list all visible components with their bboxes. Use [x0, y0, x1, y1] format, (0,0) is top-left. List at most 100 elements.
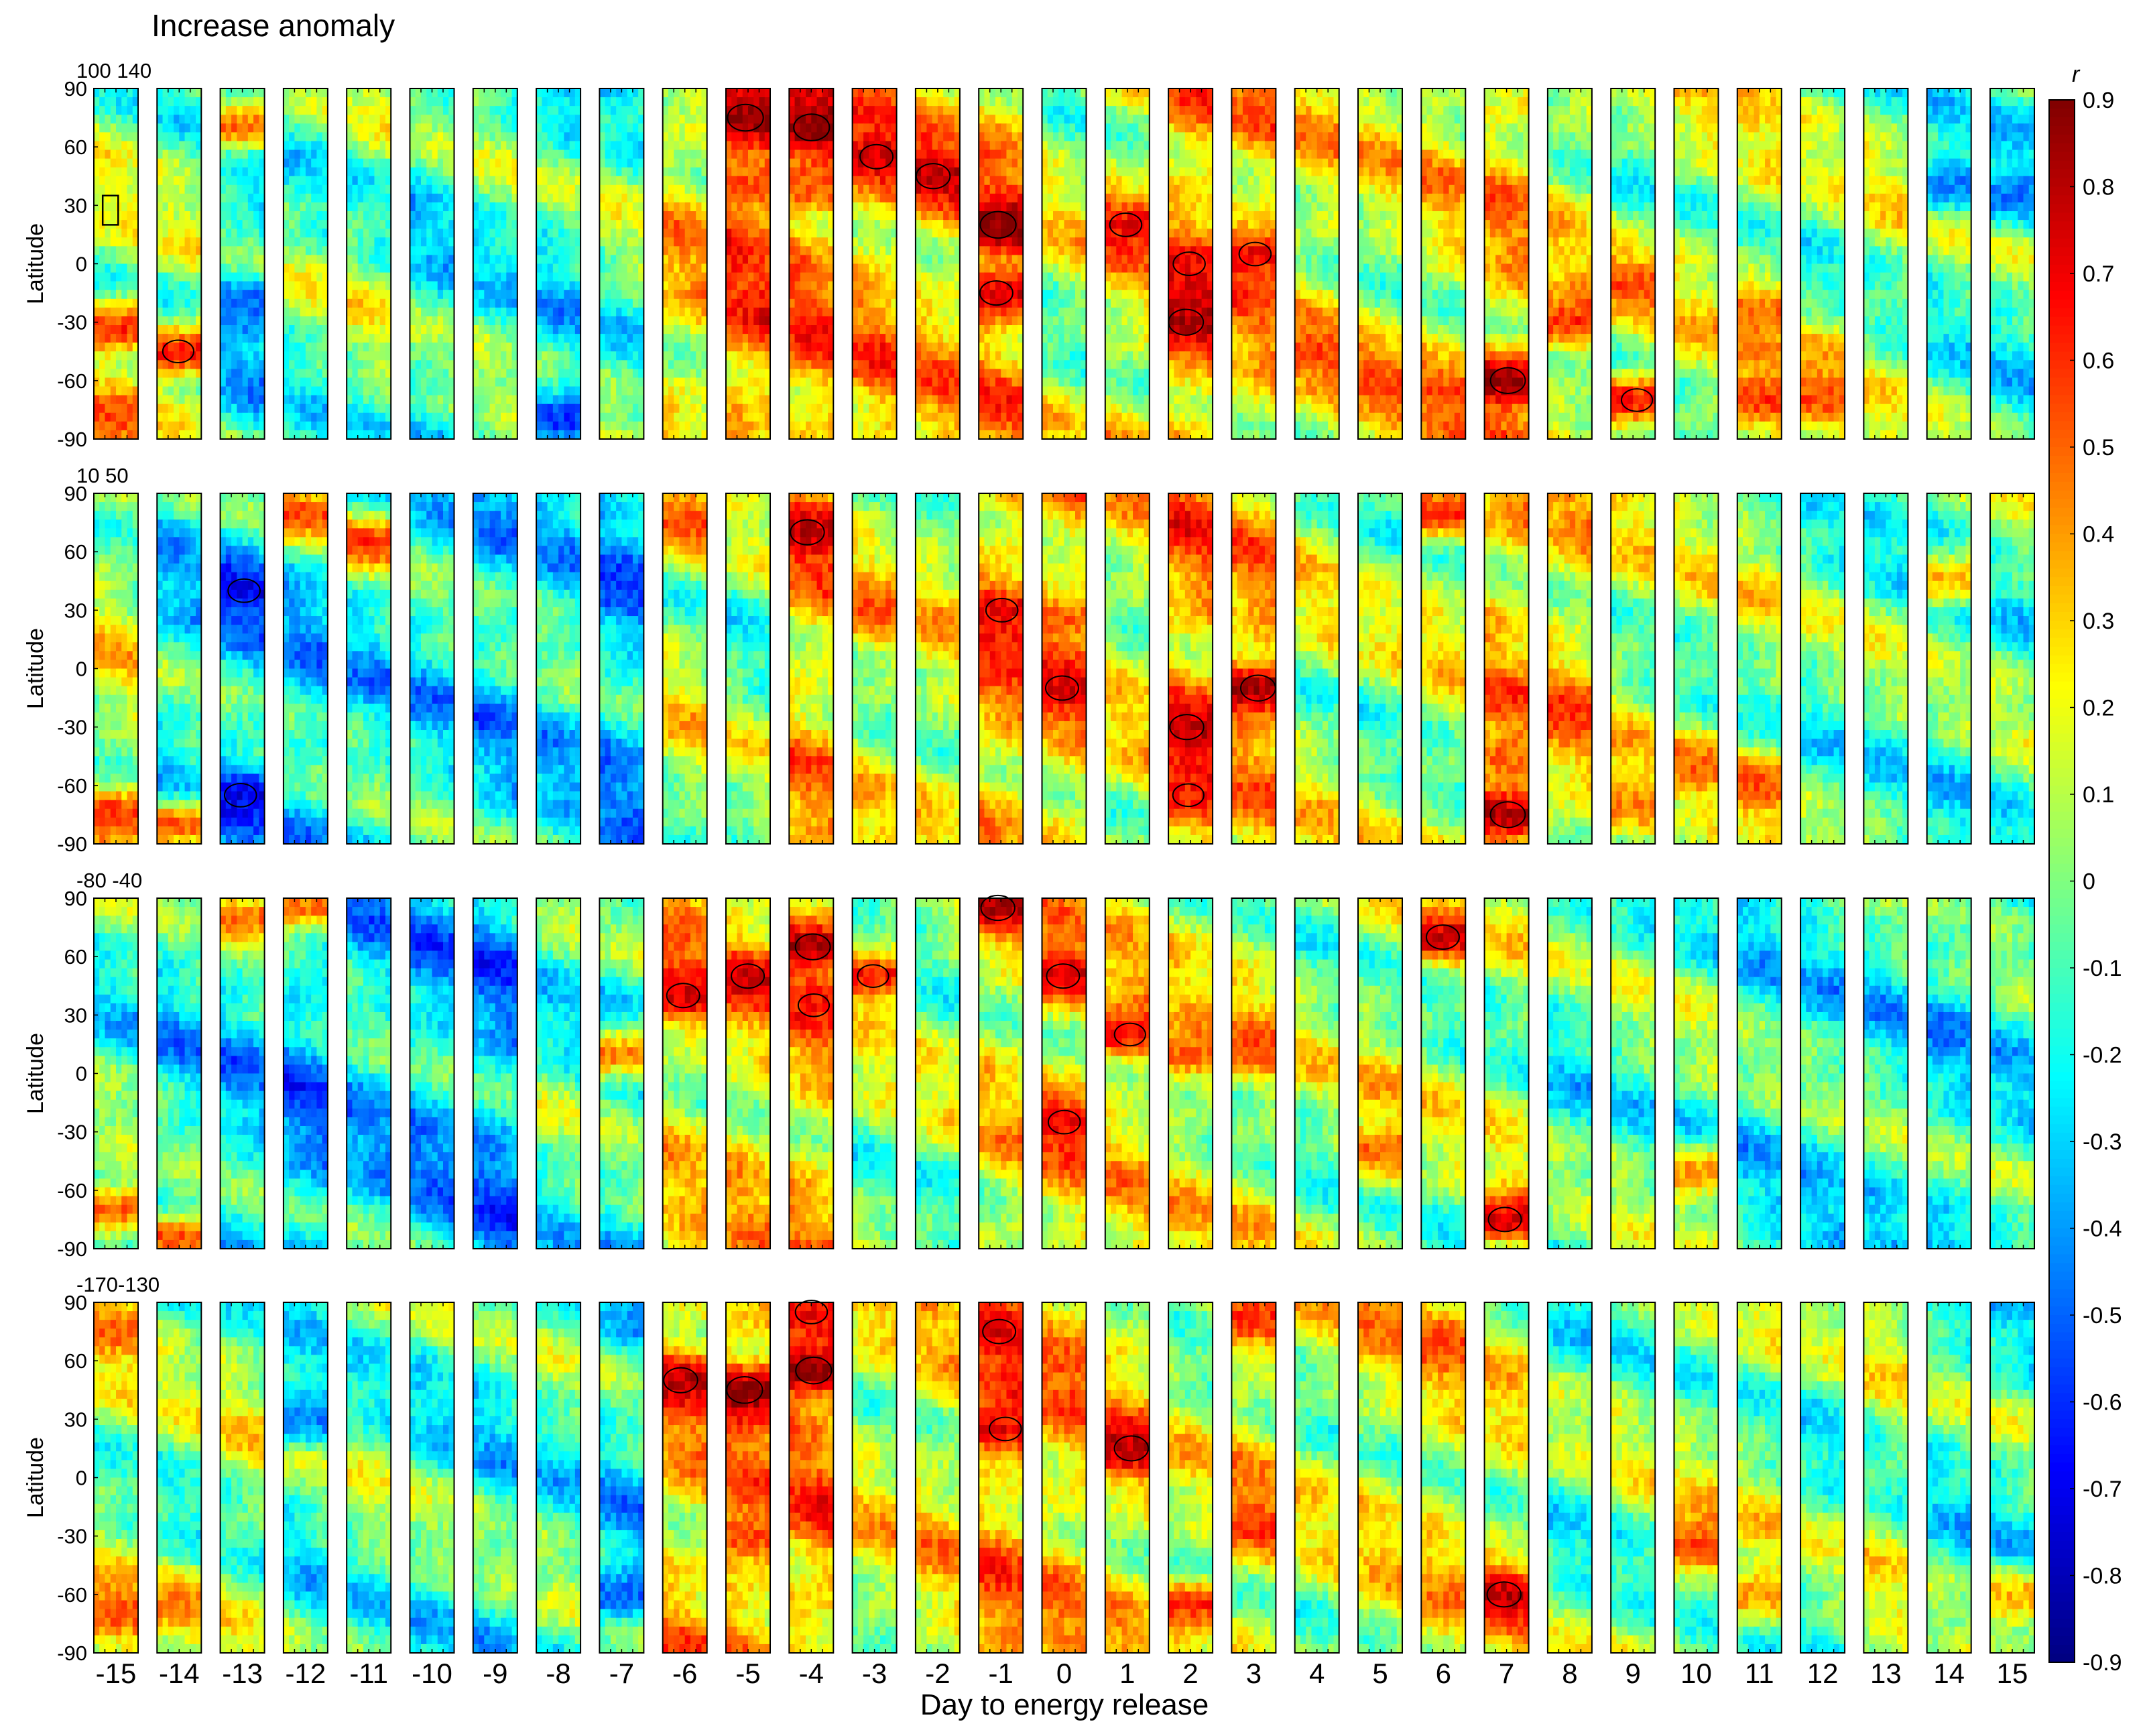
heatmap-cell [116, 377, 122, 387]
heatmap-cell [111, 132, 117, 141]
heatmap-cell [99, 97, 105, 107]
heatmap-cell [185, 115, 191, 124]
heatmap-cell [163, 290, 169, 300]
heatmap-cell [163, 360, 169, 369]
heatmap-cell [111, 255, 117, 264]
heatmap-cell [94, 255, 100, 264]
heatmap-cell [163, 106, 169, 115]
heatmap-cell [105, 343, 111, 352]
heatmap-cell [111, 211, 117, 221]
heatmap-cell [111, 246, 117, 255]
heatmap-cell [174, 237, 180, 247]
heatmap-cell [121, 282, 127, 291]
heatmap-cell [174, 413, 180, 422]
heatmap-cell [127, 430, 133, 440]
heatmap-cell [121, 387, 127, 396]
heatmap-cell [163, 141, 169, 150]
heatmap-cell [179, 255, 185, 264]
heatmap-cell [121, 115, 127, 124]
heatmap-cell [105, 150, 111, 160]
heatmap-cell [185, 229, 191, 238]
heatmap-cell [99, 343, 105, 352]
heatmap-cell [111, 264, 117, 273]
heatmap-cell [111, 343, 117, 352]
heatmap-cell [116, 246, 122, 255]
chart-title: Increase anomaly [151, 8, 395, 43]
heatmap-cell [179, 395, 185, 405]
heatmap-cell [105, 159, 111, 168]
heatmap-cell [111, 97, 117, 107]
heatmap-cell [168, 106, 174, 115]
heatmap-cell [94, 168, 100, 177]
heatmap-cell [185, 404, 191, 414]
heatmap-cell [94, 422, 100, 431]
heatmap-cell [179, 229, 185, 238]
heatmap-cell [185, 150, 191, 160]
heatmap-cell [185, 395, 191, 405]
heatmap-cell [190, 185, 196, 194]
heatmap-cell [111, 273, 117, 282]
heatmap-cell [111, 395, 117, 405]
heatmap-cell [127, 194, 133, 203]
heatmap-cell [190, 334, 196, 343]
heatmap-cell [168, 282, 174, 291]
heatmap-cell [157, 97, 163, 107]
heatmap-cell [99, 422, 105, 431]
heatmap-cell [190, 404, 196, 414]
heatmap-cell [121, 211, 127, 221]
heatmap-cell [179, 351, 185, 361]
heatmap-cell [174, 351, 180, 361]
heatmap-cell [179, 316, 185, 326]
heatmap-cell [105, 430, 111, 440]
heatmap-cell [94, 404, 100, 414]
heatmap-cell [157, 360, 163, 369]
heatmap-cell [174, 343, 180, 352]
heatmap-cell [105, 141, 111, 150]
heatmap-cell [179, 123, 185, 133]
heatmap-cell [157, 255, 163, 264]
heatmap-cell [168, 194, 174, 203]
heatmap-cell [127, 211, 133, 221]
heatmap-cell [163, 369, 169, 378]
heatmap-cell [168, 377, 174, 387]
heatmap-cell [190, 264, 196, 273]
heatmap-cell [174, 316, 180, 326]
heatmap-cell [121, 273, 127, 282]
heatmap-cell [174, 299, 180, 308]
heatmap-cell [94, 360, 100, 369]
heatmap-cell [185, 237, 191, 247]
heatmap-panel-day--14 [157, 88, 202, 440]
heatmap-cell [127, 159, 133, 168]
heatmap-cell [168, 351, 174, 361]
heatmap-cell [174, 132, 180, 141]
heatmap-cell [157, 404, 163, 414]
heatmap-cell [168, 159, 174, 168]
heatmap-cell [94, 299, 100, 308]
heatmap-cell [121, 168, 127, 177]
heatmap-cell [168, 237, 174, 247]
heatmap-cell [99, 299, 105, 308]
heatmap-cell [163, 282, 169, 291]
heatmap-cell [99, 106, 105, 115]
heatmap-cell [105, 273, 111, 282]
heatmap-cell [105, 351, 111, 361]
heatmap-cell [105, 211, 111, 221]
heatmap-cell [190, 176, 196, 186]
heatmap-cell [116, 115, 122, 124]
heatmap-cell [157, 264, 163, 273]
heatmap-cell [127, 264, 133, 273]
heatmap-cell [99, 237, 105, 247]
heatmap-cell [157, 159, 163, 168]
heatmap-cell [163, 308, 169, 317]
heatmap-cell [163, 325, 169, 334]
heatmap-cell [163, 387, 169, 396]
heatmap-cell [127, 308, 133, 317]
heatmap-cell [157, 115, 163, 124]
heatmap-cell [105, 237, 111, 247]
heatmap-cell [163, 97, 169, 107]
heatmap-cell [157, 334, 163, 343]
heatmap-cell [179, 88, 185, 98]
heatmap-cell [127, 273, 133, 282]
heatmap-cell [174, 369, 180, 378]
heatmap-cell [163, 255, 169, 264]
